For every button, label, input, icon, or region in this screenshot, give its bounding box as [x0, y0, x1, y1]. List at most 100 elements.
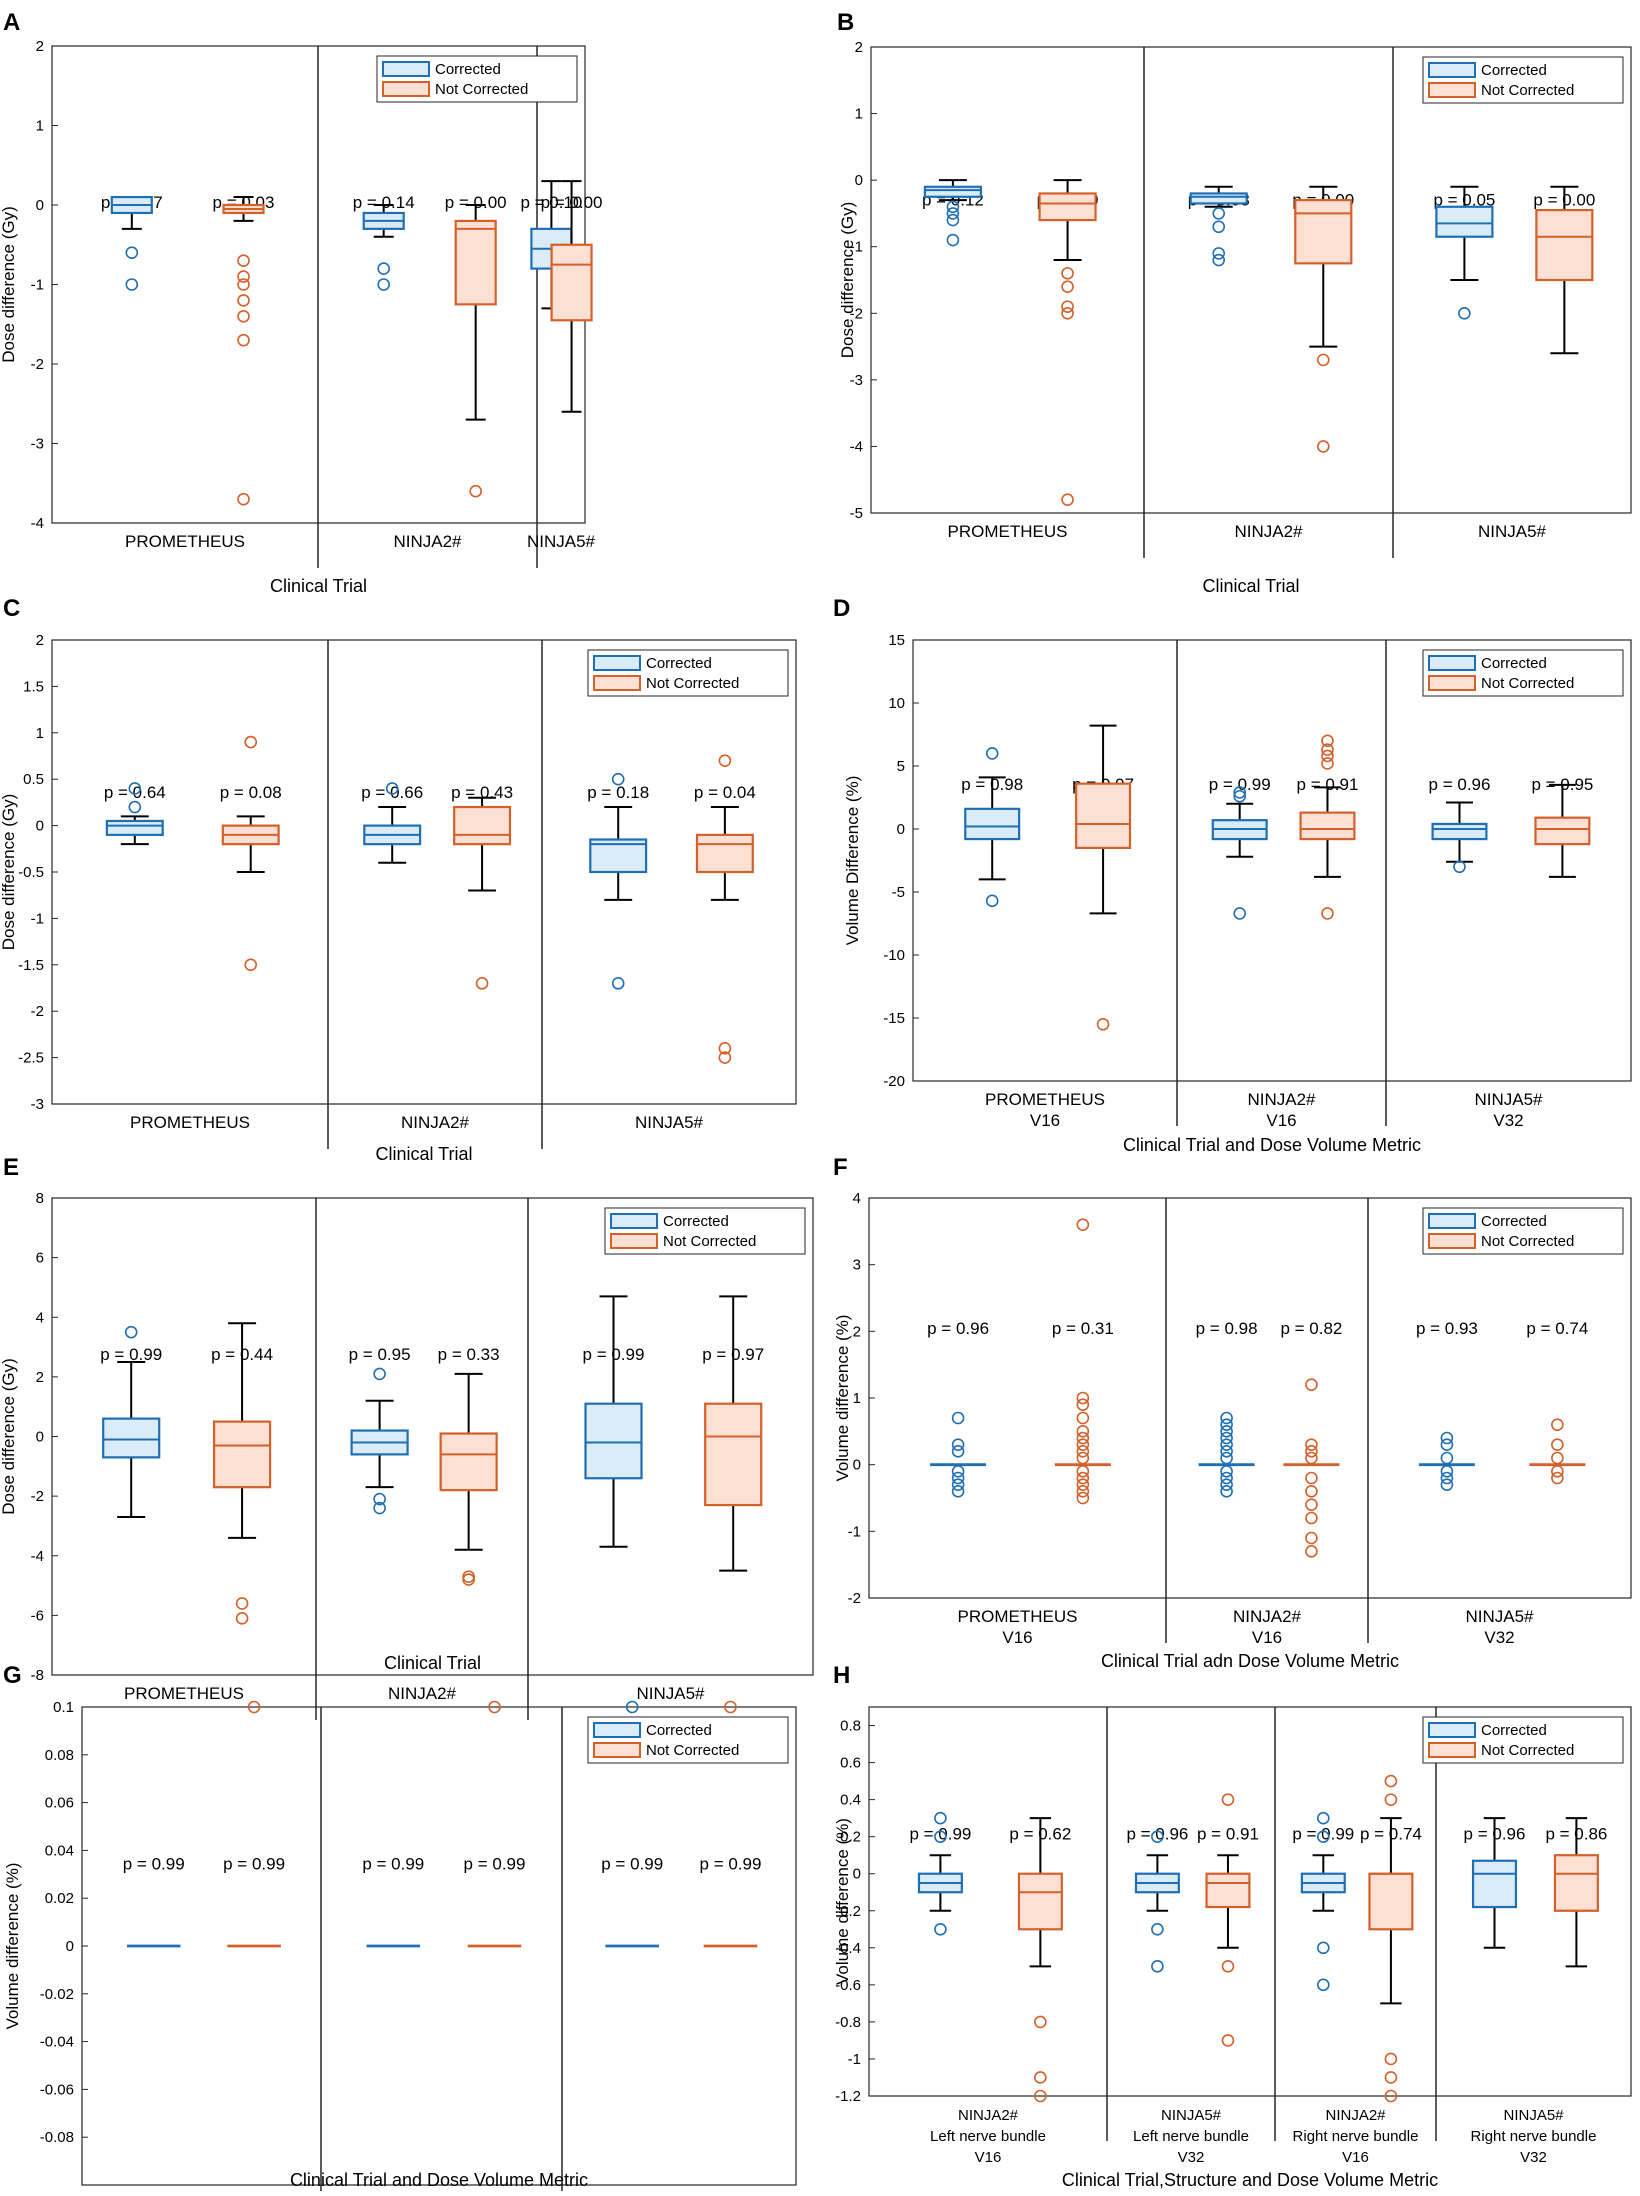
outlier-point — [1076, 1485, 1090, 1498]
panel-d: D -20 -15 -10 -5 0 5 10 15 Volume Difference (%) C… — [833, 595, 1632, 1155]
outlier-point — [237, 270, 250, 283]
box-corrected: p = 0.64 — [104, 782, 166, 846]
legend-swatch-corrected — [593, 655, 641, 671]
iqr-box — [439, 1432, 498, 1492]
outlier-point — [124, 1325, 138, 1339]
panel-a: A -4 -3 -2 -1 0 1 2 Dose difference (Gy) Clinical… — [0, 9, 603, 596]
p-value-label: p = 0.91 — [1197, 1824, 1259, 1843]
iqr-box — [453, 805, 512, 846]
group-label: NINJA2# — [1233, 1607, 1302, 1626]
panel-label: E — [3, 1154, 19, 1181]
iqr-box — [1534, 816, 1591, 846]
plot-frame — [868, 1706, 1632, 2097]
outlier-point — [611, 977, 625, 990]
y-tick-label: 1 — [36, 725, 44, 742]
outlier-point — [951, 1445, 965, 1458]
y-tick-label: 0 — [853, 1866, 861, 1883]
box-corrected: p = 0.96 — [1429, 775, 1490, 874]
panel-label: A — [3, 9, 20, 36]
panel-f: F -2 -1 0 1 2 3 4 Volume difference (%) Clinical … — [833, 1154, 1632, 1671]
outlier-point — [244, 958, 258, 972]
outlier-point — [1076, 1471, 1090, 1485]
legend-label-corrected: Corrected — [1481, 62, 1547, 79]
group-label: PROMETHEUS — [985, 1090, 1105, 1109]
outlier-point — [1305, 1545, 1318, 1558]
outlier-point — [488, 1700, 501, 1714]
iqr-box — [1205, 1872, 1251, 1909]
group-sublabel: V16 — [1342, 2149, 1369, 2166]
p-value-label: p = 0.99 — [100, 1345, 162, 1364]
y-tick-label: 8 — [36, 1190, 44, 1207]
outlier-point — [1305, 1531, 1318, 1545]
y-tick-label: -3 — [850, 372, 863, 389]
box-not-corrected: p = 0.91 — [1297, 734, 1359, 920]
legend-label-corrected: Corrected — [1481, 655, 1547, 672]
panel-label: C — [3, 595, 20, 622]
outlier-point — [934, 1811, 947, 1825]
plot-frame — [912, 639, 1632, 1082]
group-label: PROMETHEUS — [130, 1113, 250, 1132]
outlier-point — [1551, 1418, 1564, 1431]
y-tick-label: 1 — [853, 1390, 861, 1407]
group-sublabel: V32 — [1484, 1628, 1514, 1647]
iqr-box — [1535, 209, 1594, 282]
outlier-point — [1151, 1830, 1164, 1843]
y-tick-label: -1 — [31, 910, 44, 927]
outlier-point — [1305, 1471, 1318, 1485]
p-value-label: p = 0.64 — [104, 783, 166, 802]
p-value-label: p = 0.99 — [464, 1855, 526, 1874]
outlier-point — [985, 747, 999, 760]
outlier-point — [469, 484, 482, 498]
outlier-point — [1305, 1438, 1318, 1451]
outlier-point — [237, 278, 250, 291]
legend-swatch-corrected — [1428, 1722, 1476, 1738]
p-value-label: p = 0.91 — [1297, 775, 1359, 794]
box-corrected: p = 0.99 — [1209, 775, 1271, 920]
p-value-label: p = 0.96 — [927, 1319, 989, 1338]
iqr-box — [923, 185, 983, 198]
iqr-box — [102, 1417, 161, 1459]
legend: Corrected Not Corrected — [1422, 649, 1624, 697]
p-value-label: p = 0.99 — [123, 1855, 185, 1874]
box-not-corrected: p = 0.00 — [445, 193, 507, 498]
y-tick-label: -1.5 — [18, 957, 44, 974]
outlier-point — [1220, 1471, 1233, 1485]
box-corrected: p = 0.98 — [961, 747, 1023, 908]
group-label: NINJA2# — [1234, 522, 1303, 541]
panel-c: C -3 -2.5 -2 -1.5 -1 -0.5 0 0.5 1 1.5 2 Dose differe… — [0, 595, 797, 1164]
box-corrected: p = 0.66 — [361, 782, 423, 864]
legend-label-not-corrected: Not Corrected — [1481, 1742, 1574, 1759]
p-value-label: p = 0.98 — [1196, 1319, 1258, 1338]
p-value-label: p = 0.33 — [438, 1345, 500, 1364]
box-not-corrected: p = 0.74 — [1526, 1319, 1588, 1485]
y-tick-label: -3 — [31, 1096, 44, 1113]
group-sublabel: Left nerve bundle — [1133, 2128, 1249, 2145]
outlier-point — [1233, 789, 1246, 803]
p-value-label: p = 0.43 — [451, 783, 513, 802]
panel-label: B — [837, 9, 854, 36]
outlier-point — [1076, 1411, 1090, 1425]
y-axis-title: Volume difference (%) — [3, 1863, 22, 2030]
outlier-point — [237, 333, 250, 347]
outlier-point — [1220, 1431, 1233, 1445]
group-label: PROMETHEUS — [125, 532, 245, 551]
p-value-label: p = 0.99 — [223, 1855, 285, 1874]
panel-label: D — [833, 595, 850, 622]
y-tick-label: 0.06 — [45, 1795, 74, 1812]
outlier-point — [237, 309, 250, 323]
box-corrected: p = 0.96 — [1126, 1824, 1188, 1973]
box-corrected: p = 0.99 — [601, 1700, 663, 1948]
outlier-point — [946, 213, 960, 227]
legend: Corrected Not Corrected — [587, 1716, 789, 1764]
outlier-point — [475, 977, 489, 990]
box-not-corrected: p = 0.00 — [541, 180, 603, 413]
panel-label: F — [833, 1154, 848, 1181]
legend: Corrected Not Corrected — [1422, 1207, 1624, 1255]
y-tick-label: 0 — [36, 1429, 44, 1446]
iqr-box — [1368, 1872, 1414, 1931]
y-tick-label: -1 — [848, 2051, 861, 2068]
p-value-label: p = 0.66 — [361, 783, 423, 802]
y-tick-label: -0.8 — [835, 2014, 861, 2031]
p-value-label: p = 0.18 — [587, 783, 649, 802]
y-tick-label: 0.2 — [840, 1829, 861, 1846]
